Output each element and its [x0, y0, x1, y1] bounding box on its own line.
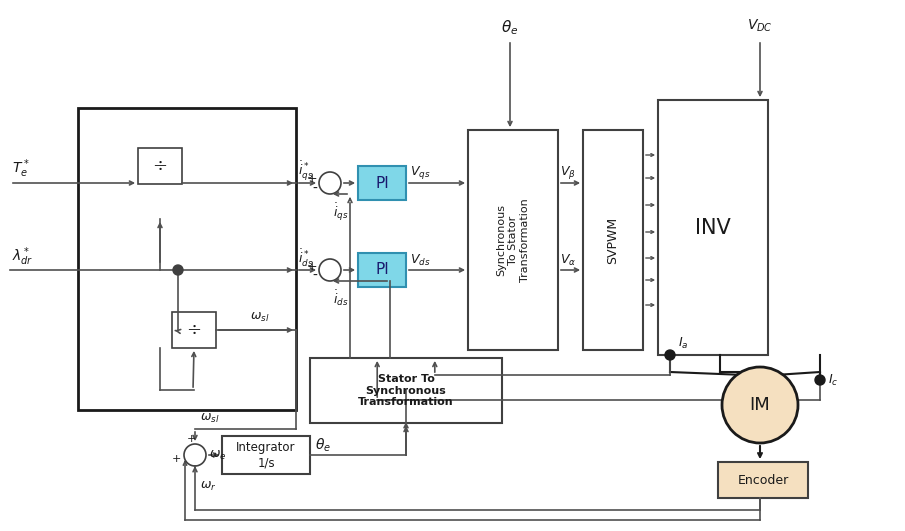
Circle shape — [815, 375, 825, 385]
Text: $I_a$: $I_a$ — [678, 336, 689, 350]
Text: SVPWM: SVPWM — [606, 217, 620, 263]
Circle shape — [173, 265, 183, 275]
Circle shape — [722, 367, 798, 443]
Text: +: + — [186, 434, 195, 444]
Bar — [718, 462, 808, 498]
Text: ÷: ÷ — [153, 157, 167, 175]
Text: $V_{ds}$: $V_{ds}$ — [410, 252, 431, 268]
Text: $\dot{i}^*_{ds}$: $\dot{i}^*_{ds}$ — [298, 247, 313, 269]
Bar — [222, 436, 310, 474]
Text: $\dot{i}^*_{qs}$: $\dot{i}^*_{qs}$ — [298, 159, 313, 183]
Text: -: - — [312, 182, 317, 196]
Text: $\dot{i}_{ds}$: $\dot{i}_{ds}$ — [333, 288, 348, 307]
Bar — [468, 130, 558, 350]
Text: $I_c$: $I_c$ — [828, 372, 838, 388]
Bar — [78, 108, 296, 410]
Text: $\omega_e$: $\omega_e$ — [209, 449, 226, 461]
Bar — [583, 130, 643, 350]
Bar — [310, 358, 502, 423]
Bar — [358, 253, 406, 287]
Text: Encoder: Encoder — [738, 474, 788, 486]
Bar — [658, 100, 768, 355]
Text: IM: IM — [749, 396, 770, 414]
Bar — [358, 166, 406, 200]
Bar — [172, 312, 216, 348]
Text: +: + — [172, 454, 181, 464]
Text: +: + — [307, 173, 317, 185]
Text: $T_e^*$: $T_e^*$ — [12, 158, 30, 181]
Text: $\omega_r$: $\omega_r$ — [200, 480, 216, 493]
Text: Integrator
1/s: Integrator 1/s — [236, 441, 296, 469]
Text: INV: INV — [695, 218, 731, 237]
Text: ÷: ÷ — [186, 321, 202, 339]
Text: $\theta_e$: $\theta_e$ — [315, 436, 331, 453]
Text: $V_{qs}$: $V_{qs}$ — [410, 165, 431, 182]
Text: Synchronous
To Stator
Transformation: Synchronous To Stator Transformation — [497, 198, 529, 282]
Text: $\omega_{sl}$: $\omega_{sl}$ — [250, 311, 270, 323]
Text: $V_\alpha$: $V_\alpha$ — [560, 252, 576, 268]
Text: +: + — [307, 260, 317, 272]
Text: $\omega_{sl}$: $\omega_{sl}$ — [200, 412, 219, 425]
Text: $\lambda_{dr}^*$: $\lambda_{dr}^*$ — [12, 246, 33, 268]
Text: PI: PI — [376, 176, 389, 191]
Text: PI: PI — [376, 262, 389, 278]
Text: $V_{DC}$: $V_{DC}$ — [748, 18, 773, 35]
Bar — [138, 148, 182, 184]
Text: Stator To
Synchronous
Transformation: Stator To Synchronous Transformation — [358, 374, 453, 407]
Text: $\theta_e$: $\theta_e$ — [501, 18, 519, 37]
Text: $\dot{i}_{qs}$: $\dot{i}_{qs}$ — [333, 201, 348, 222]
Text: -: - — [312, 269, 317, 283]
Circle shape — [665, 350, 675, 360]
Text: $V_\beta$: $V_\beta$ — [560, 165, 576, 182]
